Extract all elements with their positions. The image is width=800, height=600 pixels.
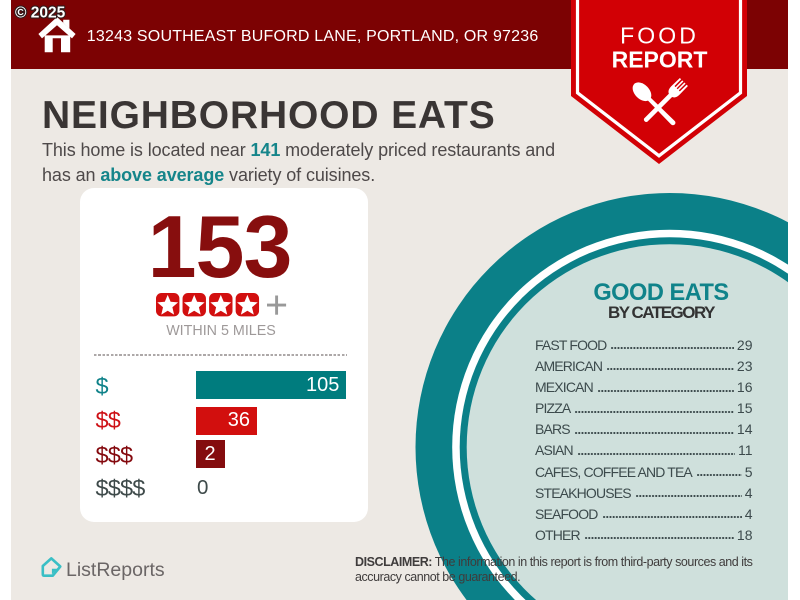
svg-text:FOOD: FOOD <box>620 23 699 49</box>
svg-text:REPORT: REPORT <box>612 47 708 73</box>
svg-text:© 2025: © 2025 <box>15 4 66 21</box>
